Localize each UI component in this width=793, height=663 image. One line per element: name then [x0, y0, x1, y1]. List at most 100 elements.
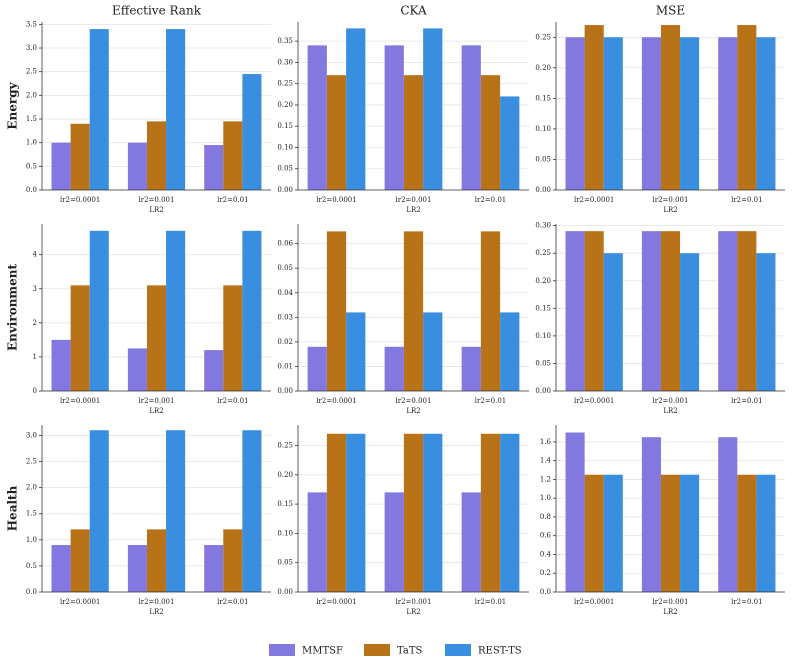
bar [423, 28, 443, 191]
bar [204, 145, 224, 190]
bar [204, 545, 224, 592]
y-tick-label: 0.05 [277, 559, 293, 567]
x-tick-label: lr2=0.0001 [574, 598, 614, 606]
row-label: Environment [6, 264, 20, 352]
bar [756, 474, 776, 592]
bar [242, 430, 262, 592]
y-tick-label: 0.15 [535, 94, 551, 102]
legend-swatch [445, 644, 471, 656]
y-tick-label: 0.0 [26, 588, 37, 596]
row-label: Health [6, 485, 20, 531]
bar [242, 230, 262, 391]
bar [346, 433, 366, 592]
bar [500, 96, 520, 190]
bar [326, 231, 347, 391]
bar [307, 45, 327, 190]
bar [737, 474, 757, 592]
bar [603, 474, 623, 592]
y-tick-label: 0.20 [277, 471, 293, 479]
y-tick-label: 3.0 [26, 431, 37, 439]
column-title: Effective Rank [112, 4, 202, 18]
bar [70, 529, 90, 592]
bar [737, 231, 757, 391]
bar [89, 29, 109, 191]
x-tick-label: lr2=0.01 [217, 598, 249, 606]
bar [718, 437, 738, 592]
x-tick-label: lr2=0.001 [396, 196, 432, 204]
y-tick-label: 0.10 [535, 332, 551, 340]
bar [641, 231, 661, 391]
bar [326, 433, 347, 592]
bar [384, 346, 404, 391]
y-tick-label: 2.0 [26, 484, 37, 492]
y-tick-label: 0.05 [535, 155, 551, 163]
bar [461, 45, 481, 190]
y-tick-label: 0.25 [535, 33, 551, 41]
bar [146, 285, 167, 391]
bar [70, 285, 90, 391]
y-tick-label: 0.00 [277, 387, 293, 395]
y-tick-label: 0.2 [540, 569, 551, 577]
bar [584, 474, 604, 592]
y-tick-label: 0.0 [26, 186, 37, 194]
y-tick-label: 0.0 [540, 588, 551, 596]
x-axis-label: LR2 [663, 608, 677, 616]
bar [480, 231, 501, 391]
y-tick-label: 0.04 [277, 289, 293, 297]
bar [146, 121, 167, 190]
y-tick-label: 0 [33, 387, 37, 395]
y-tick-label: 0.25 [277, 442, 293, 450]
legend-label: MMTSF [302, 646, 343, 657]
x-tick-label: lr2=0.01 [731, 397, 763, 405]
bar [680, 37, 700, 190]
y-tick-label: 2.5 [26, 458, 37, 466]
bar [423, 433, 443, 592]
bar [127, 545, 147, 592]
y-tick-label: 0.15 [277, 122, 293, 130]
y-tick-label: 0.25 [535, 249, 551, 257]
x-tick-label: lr2=0.0001 [574, 196, 614, 204]
y-tick-label: 0.00 [535, 186, 551, 194]
x-tick-label: lr2=0.01 [731, 196, 763, 204]
y-tick-label: 1.5 [26, 115, 37, 123]
bar [166, 430, 186, 592]
bar [403, 433, 424, 592]
row-label: Energy [6, 81, 20, 129]
y-tick-label: 1.5 [26, 510, 37, 518]
y-tick-label: 3 [33, 285, 37, 293]
bar [223, 121, 243, 190]
y-tick-label: 0.00 [277, 588, 293, 596]
bar [146, 529, 167, 592]
y-tick-label: 0.00 [277, 186, 293, 194]
bar [660, 25, 681, 190]
x-tick-label: lr2=0.01 [217, 196, 249, 204]
bar [223, 529, 243, 592]
y-tick-label: 0.6 [540, 532, 552, 540]
y-tick-label: 0.20 [535, 277, 551, 285]
y-tick-label: 0.30 [535, 222, 551, 230]
bar [51, 142, 71, 190]
x-tick-label: lr2=0.001 [653, 196, 689, 204]
bar [89, 230, 109, 391]
bar [500, 312, 520, 391]
y-tick-label: 0.10 [277, 143, 293, 151]
x-tick-label: lr2=0.001 [396, 397, 432, 405]
bar [718, 37, 738, 190]
bar [403, 75, 424, 190]
x-axis-label: LR2 [406, 206, 420, 214]
bar [718, 231, 738, 391]
bar [166, 230, 186, 391]
y-tick-label: 2.0 [26, 91, 37, 99]
x-tick-label: lr2=0.0001 [316, 196, 356, 204]
bar [480, 433, 501, 592]
bar [166, 29, 186, 191]
y-tick-label: 0.05 [535, 359, 551, 367]
x-tick-label: lr2=0.01 [731, 598, 763, 606]
x-axis-label: LR2 [149, 608, 163, 616]
x-tick-label: lr2=0.01 [475, 397, 507, 405]
y-tick-label: 1.6 [540, 438, 552, 446]
bar [461, 492, 481, 592]
bar [242, 74, 262, 190]
bar [584, 231, 604, 391]
bar [326, 75, 347, 190]
